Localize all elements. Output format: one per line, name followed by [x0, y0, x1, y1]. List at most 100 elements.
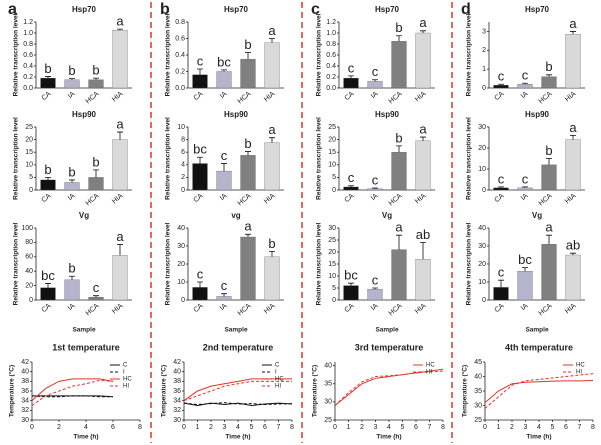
error-bar — [396, 145, 402, 153]
significance-letter: b — [545, 143, 552, 158]
y-tick-label: 5 — [332, 285, 336, 292]
error-bar — [348, 282, 354, 286]
chart-title: Hsp90 — [525, 110, 550, 119]
bar — [493, 85, 509, 89]
chart-title: Hsp70 — [525, 5, 550, 14]
y-tick-label: 0.4 — [23, 63, 33, 70]
legend-label: HI — [123, 384, 129, 390]
y-tick-label: 10 — [328, 273, 336, 280]
significance-letter: c — [197, 266, 204, 281]
x-tick-label: HIA — [564, 192, 578, 205]
bar — [565, 139, 581, 191]
significance-letter: c — [93, 280, 100, 295]
significance-letter: bc — [41, 268, 55, 283]
error-bar — [93, 295, 99, 298]
y-tick-label: 0.6 — [326, 52, 336, 59]
x-tick-label: 2 — [57, 424, 61, 431]
y-tick-label: 30 — [173, 417, 181, 424]
y-tick-label: 4 — [181, 162, 185, 169]
y-tick-label: 20 — [25, 282, 33, 289]
legend-label: HC — [123, 377, 132, 383]
x-tick-label: HIA — [111, 192, 125, 205]
y-axis-label: Relative transcription level — [13, 117, 20, 200]
x-tick-label: 2 — [510, 424, 514, 431]
significance-letter: b — [68, 164, 75, 179]
y-tick-label: 45 — [474, 359, 482, 366]
x-tick-label: CA — [193, 90, 205, 102]
bar — [216, 170, 232, 191]
y-tick-label: 10 — [177, 279, 185, 286]
x-tick-label: HIA — [414, 90, 428, 103]
y-tick-label: 15 — [328, 149, 336, 156]
y-tick-label: 40 — [177, 225, 185, 232]
error-bar — [197, 156, 203, 164]
y-tick-label: 30 — [21, 417, 29, 424]
x-tick-label: 5 — [250, 424, 254, 431]
y-tick-label: 0 — [29, 187, 33, 194]
y-tick-label: 10 — [177, 124, 185, 131]
y-tick-label: 32 — [173, 407, 181, 414]
error-bar — [348, 185, 354, 187]
significance-letter: a — [419, 15, 427, 30]
bar — [367, 188, 383, 191]
y-tick-label: 15 — [328, 261, 336, 268]
significance-letter: bc — [518, 252, 532, 267]
y-tick-label: 20 — [328, 249, 336, 256]
y-tick-label: 25 — [324, 417, 332, 424]
chart-title: Hsp70 — [72, 5, 97, 14]
series-line — [31, 378, 114, 402]
x-tick-label: 7 — [277, 424, 281, 431]
x-tick-label: 8 — [591, 424, 595, 431]
significance-letter: ab — [416, 227, 430, 242]
bar — [112, 30, 128, 89]
x-tick-label: IA — [370, 192, 380, 202]
y-tick-label: 20 — [478, 261, 486, 268]
bar — [391, 152, 407, 191]
series-line — [31, 395, 113, 398]
x-tick-label: IA — [219, 192, 229, 202]
significance-letter: c — [221, 148, 228, 163]
significance-letter: c — [498, 265, 505, 280]
error-bar — [269, 137, 275, 143]
x-tick-label: CA — [193, 302, 205, 314]
x-tick-label: 4 — [236, 424, 240, 431]
y-tick-label: 42 — [21, 359, 29, 366]
error-bar — [269, 251, 275, 257]
bar — [88, 177, 104, 191]
y-tick-label: 40 — [173, 369, 181, 376]
x-tick-label: IA — [520, 90, 530, 100]
x-tick-label: HCA — [237, 90, 253, 105]
y-axis-label: Relative transcription level — [466, 222, 473, 305]
significance-letter: c — [221, 278, 228, 293]
x-tick-label: 6 — [414, 424, 418, 431]
significance-letter: c — [348, 60, 355, 75]
error-bar — [69, 275, 75, 280]
legend-label: I — [123, 370, 125, 376]
x-tick-label: IA — [219, 90, 229, 100]
x-axis-label: Time (h) — [225, 434, 250, 441]
error-bar — [197, 281, 203, 288]
panel-label: d — [461, 1, 471, 18]
bar — [493, 187, 509, 191]
y-tick-label: 10 — [328, 162, 336, 169]
chart-title: vg — [231, 211, 240, 220]
bar — [88, 296, 104, 301]
y-tick-label: 40 — [474, 373, 482, 380]
error-bar — [396, 234, 402, 250]
series-line — [183, 402, 293, 407]
x-tick-label: CA — [193, 192, 205, 204]
x-tick-label: HIA — [263, 192, 277, 205]
y-tick-label: 1.0 — [326, 30, 336, 37]
x-tick-label: CA — [344, 302, 356, 314]
y-tick-label: 25 — [328, 124, 336, 131]
y-tick-label: 30 — [324, 399, 332, 406]
error-bar — [372, 287, 378, 290]
bar — [88, 79, 104, 89]
x-tick-label: HIA — [111, 302, 125, 315]
y-tick-label: 1.2 — [326, 19, 336, 26]
error-bar — [221, 69, 227, 72]
significance-letter: a — [419, 122, 427, 137]
y-tick-label: 0.4 — [326, 63, 336, 70]
panel-label: a — [8, 1, 17, 18]
y-tick-label: 100 — [21, 225, 33, 232]
